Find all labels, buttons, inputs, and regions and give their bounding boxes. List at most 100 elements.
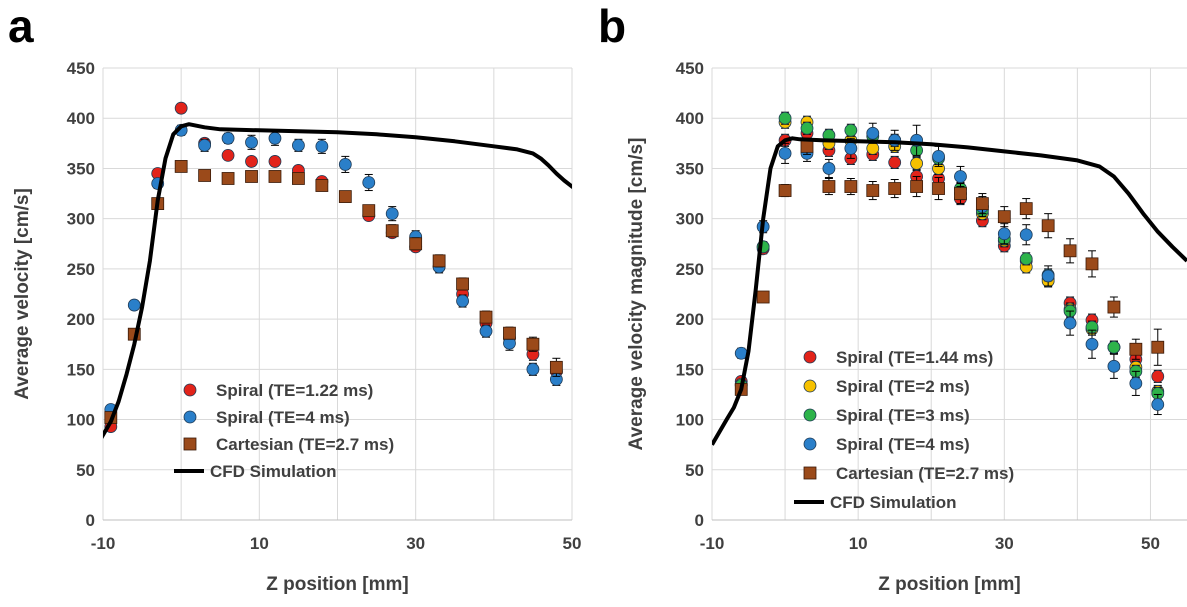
x-tick-label: 30 (406, 534, 425, 553)
legend: Spiral (TE=1.22 ms) Spiral (TE=4 ms) Carte… (174, 381, 394, 481)
gridlines (102, 67, 573, 521)
data-point (268, 155, 282, 168)
y-tick-label: 100 (676, 411, 704, 430)
data-point (268, 131, 282, 145)
x-tick-label: 50 (1141, 534, 1160, 553)
data-point (409, 237, 423, 251)
series-line (712, 136, 1187, 446)
data-point (888, 182, 902, 195)
cfd-line (103, 122, 572, 439)
y-tick-label: 400 (676, 109, 704, 128)
data-point (800, 139, 814, 153)
legend-label: Spiral (TE=4 ms) (216, 408, 350, 427)
data-point (778, 146, 792, 160)
data-point (245, 155, 258, 168)
legend-swatch (803, 350, 817, 364)
data-point (1107, 359, 1121, 373)
data-point (888, 156, 902, 169)
data-point (954, 187, 967, 200)
data-point (1063, 244, 1077, 258)
data-point (1019, 228, 1033, 242)
legend-label: Cartesian (TE=2.7 ms) (836, 464, 1014, 483)
data-point (315, 139, 329, 153)
data-point (866, 184, 880, 197)
data-point (198, 138, 212, 152)
data-point (932, 149, 945, 163)
legend-swatch (803, 437, 817, 451)
data-point (503, 326, 516, 340)
y-tick-label: 450 (67, 59, 95, 78)
data-point (844, 141, 858, 155)
y-tick-label: 250 (67, 260, 95, 279)
data-point (910, 180, 924, 193)
data-point (245, 170, 258, 183)
data-point (292, 172, 305, 185)
data-point (174, 101, 188, 115)
data-point (844, 180, 858, 193)
data-point (997, 210, 1011, 224)
data-point (292, 138, 305, 152)
series-square (104, 160, 563, 424)
data-point (221, 172, 235, 185)
data-point (432, 254, 446, 268)
y-tick-label: 450 (676, 59, 704, 78)
legend-label: Spiral (TE=1.22 ms) (216, 381, 373, 400)
data-point (362, 176, 376, 189)
data-point (1129, 342, 1143, 356)
data-point (526, 362, 540, 376)
y-tick-label: 300 (676, 210, 704, 229)
data-point (198, 169, 212, 182)
data-point (822, 180, 836, 193)
legend-label: Spiral (TE=1.44 ms) (836, 348, 993, 367)
data-point (1085, 337, 1099, 351)
legend-label: Cartesian (TE=2.7 ms) (216, 435, 394, 454)
legend-swatch (803, 379, 817, 393)
panel-a: 0 50 100 150 200 250 300 350 400 450 -10 10 30 50 Z po… (8, 0, 581, 595)
legend-label: Spiral (TE=2 ms) (836, 377, 970, 396)
x-tick-label: 10 (250, 534, 269, 553)
data-point (1151, 340, 1165, 354)
data-point (1151, 398, 1165, 411)
legend-swatch (803, 466, 817, 480)
x-tick-label: 10 (849, 534, 868, 553)
x-axis-title: Z position [mm] (266, 574, 408, 595)
data-point (526, 337, 540, 351)
y-tick-label: 200 (676, 310, 704, 329)
y-tick-label: 100 (67, 411, 95, 430)
y-tick-label: 50 (685, 461, 704, 480)
panel-b: 0 50 100 150 200 250 300 350 400 450 -10 10 30 50 Z po… (598, 0, 1187, 595)
series-square (734, 137, 1165, 396)
data-point (385, 207, 399, 221)
data-point (385, 224, 399, 238)
legend-swatch (183, 437, 197, 451)
data-point (245, 135, 258, 149)
data-point (1063, 316, 1077, 330)
data-point (1085, 257, 1099, 271)
panel-label: a (8, 0, 34, 52)
data-point (479, 310, 493, 324)
x-tick-label: 50 (563, 534, 582, 553)
legend-swatch (183, 383, 197, 397)
data-point (1107, 340, 1121, 354)
data-point (338, 158, 352, 171)
data-point (932, 182, 945, 195)
y-tick-label: 50 (76, 461, 95, 480)
data-point (268, 170, 282, 183)
y-axis-title: Average velocity magnitude [cm/s] (626, 138, 647, 451)
x-tick-label: -10 (700, 534, 725, 553)
plot-area (103, 101, 572, 439)
legend-label: Spiral (TE=4 ms) (836, 435, 970, 454)
data-point (1151, 369, 1165, 383)
data-point (778, 111, 792, 125)
data-point (221, 148, 235, 162)
data-point (910, 157, 924, 170)
x-axis-title: Z position [mm] (878, 574, 1020, 595)
data-point (174, 160, 188, 173)
plot-area (712, 111, 1187, 446)
y-tick-label: 350 (67, 159, 95, 178)
data-point (1019, 252, 1033, 266)
data-point (866, 141, 880, 155)
data-point (866, 126, 880, 140)
data-point (800, 121, 814, 135)
